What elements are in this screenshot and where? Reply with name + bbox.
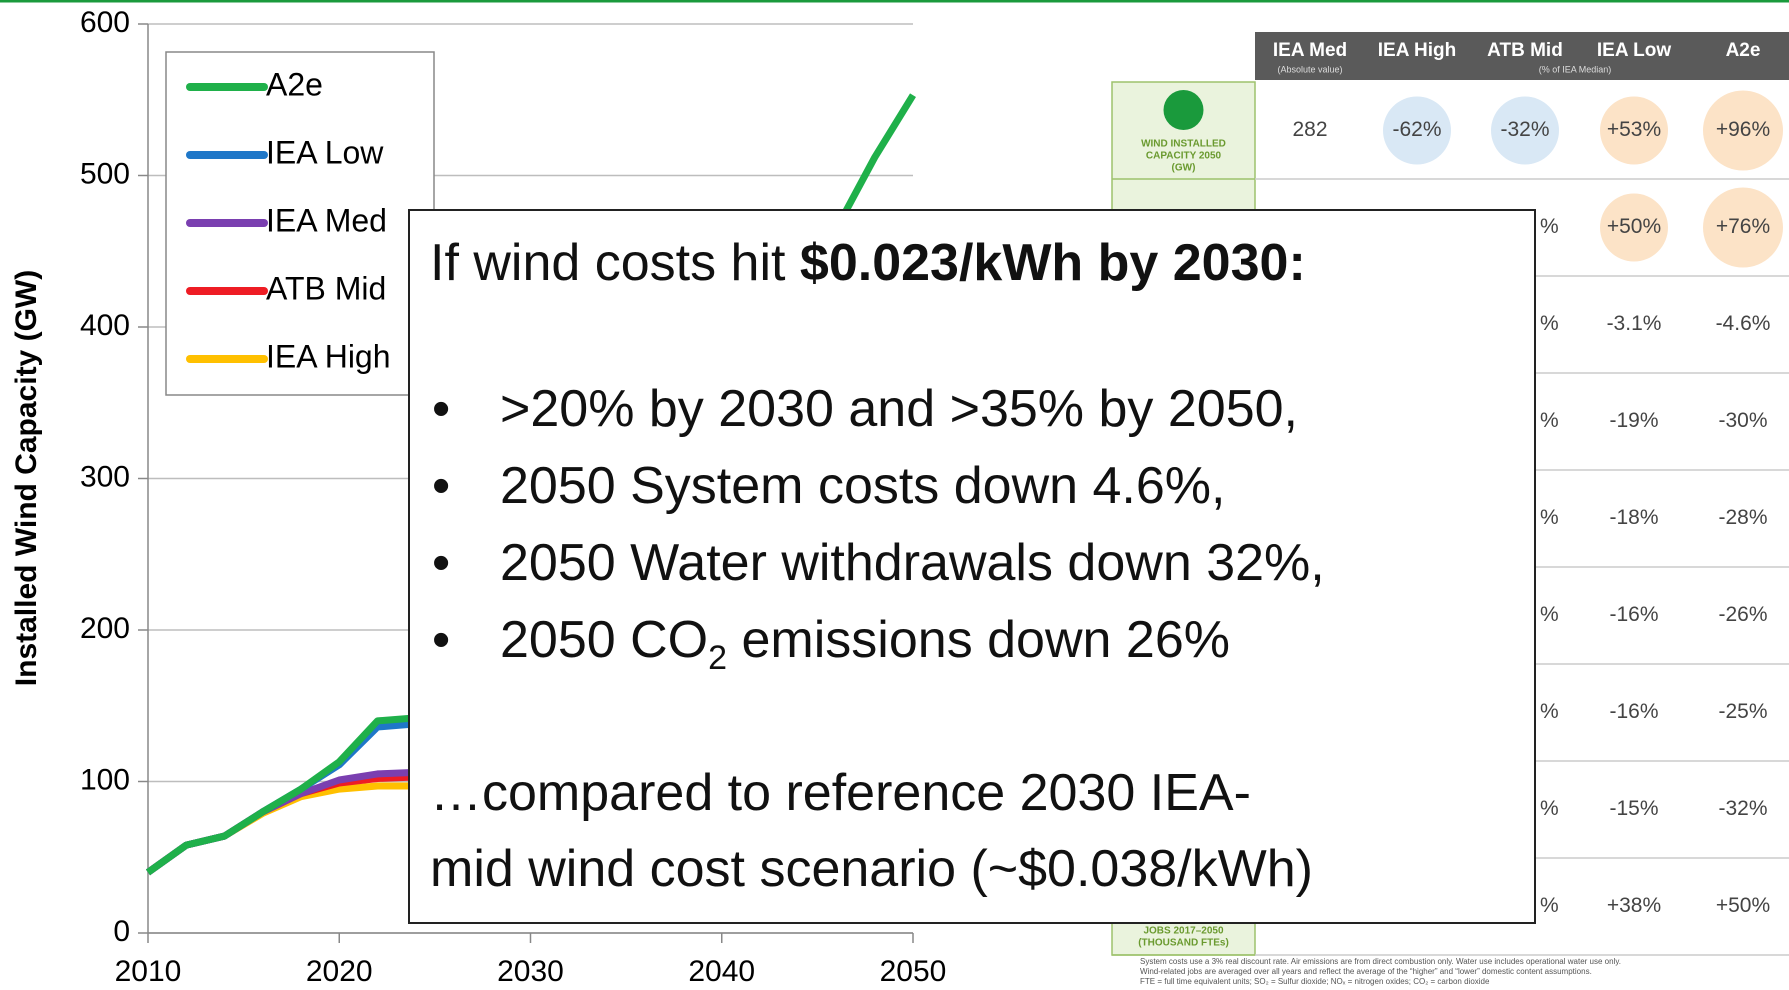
cell: -26%: [1718, 603, 1767, 626]
y-axis-label: Installed Wind Capacity (GW): [10, 270, 43, 686]
cell-bubble: [1600, 193, 1668, 262]
bullet-text: 2050 CO2 emissions down 26%: [500, 610, 1230, 678]
cell-bubble: [1383, 96, 1451, 165]
column-header: A2e: [1726, 40, 1761, 61]
cell: -30%: [1718, 409, 1767, 432]
y-tick-label: 400: [80, 309, 130, 342]
subheader: (Absolute value): [1277, 64, 1342, 74]
x-tick-label: 2050: [880, 955, 947, 988]
legend-label: IEA Med: [266, 202, 387, 238]
legend-label: ATB Mid: [266, 270, 386, 306]
callout: If wind costs hit $0.023/kWh by 2030: • …: [408, 209, 1536, 924]
cell: +53%: [1607, 118, 1661, 141]
column-header: ATB Mid: [1487, 40, 1563, 61]
bullet: •: [432, 380, 451, 438]
bullet-text: 2050 Water withdrawals down 32%,: [500, 534, 1325, 592]
cell: -16%: [1609, 603, 1658, 626]
row-label: JOBS 2017–2050: [1143, 926, 1224, 937]
y-tick-label: 600: [80, 6, 130, 39]
text: 2050 CO: [500, 611, 709, 669]
footer-line: …compared to reference 2030 IEA-: [430, 764, 1251, 822]
cell: -25%: [1718, 700, 1767, 723]
row-label: WIND INSTALLED: [1141, 139, 1226, 150]
legend-label: IEA Low: [266, 134, 384, 170]
cell: %: [1540, 409, 1559, 432]
cell: -3.1%: [1607, 312, 1662, 335]
callout-heading: If wind costs hit $0.023/kWh by 2030:: [430, 233, 1306, 293]
bullet: •: [432, 534, 451, 592]
cell: %: [1540, 797, 1559, 820]
cell: %: [1540, 700, 1559, 723]
cell: %: [1540, 312, 1559, 335]
footer-line: mid wind cost scenario (~$0.038/kWh): [430, 840, 1313, 898]
series-line: [145, 773, 416, 876]
cell: %: [1540, 603, 1559, 626]
x-tick-label: 2040: [688, 955, 755, 988]
cell: -32%: [1500, 118, 1549, 141]
row-icon: [1163, 90, 1204, 130]
cell: -62%: [1392, 118, 1441, 141]
cell: -19%: [1609, 409, 1658, 432]
legend-label: IEA High: [266, 338, 391, 374]
cell: -4.6%: [1716, 312, 1771, 335]
cell: %: [1540, 894, 1559, 917]
cell: +96%: [1716, 118, 1770, 141]
bullet-text: 2050 System costs down 4.6%,: [500, 457, 1226, 515]
heading-bold: $0.023/kWh by 2030:: [799, 234, 1306, 292]
cell: -28%: [1718, 506, 1767, 529]
text: emissions down 26%: [727, 611, 1230, 669]
x-tick-label: 2030: [497, 955, 564, 988]
cell: %: [1540, 506, 1559, 529]
footnote: Wind-related jobs are averaged over all …: [1140, 967, 1592, 976]
subheader: (% of IEA Median): [1539, 64, 1612, 74]
cell: +50%: [1607, 215, 1661, 238]
bullet: •: [432, 457, 451, 515]
bullet: •: [432, 611, 451, 669]
cell: +50%: [1716, 894, 1770, 917]
cell: +38%: [1607, 894, 1661, 917]
cell: +76%: [1716, 215, 1770, 238]
x-tick-label: 2020: [306, 955, 373, 988]
cell: %: [1540, 215, 1559, 238]
subscript: 2: [708, 639, 728, 677]
footnote: System costs use a 3% real discount rate…: [1140, 957, 1621, 966]
cell-bubble: [1703, 90, 1783, 171]
cell: 282: [1292, 118, 1327, 141]
y-tick-label: 0: [113, 915, 130, 948]
cell: -18%: [1609, 506, 1658, 529]
column-header: IEA Med: [1273, 40, 1347, 61]
cell-bubble: [1600, 96, 1668, 165]
row-label: (THOUSAND FTEs): [1138, 938, 1229, 949]
heading-text: If wind costs hit: [430, 234, 800, 292]
column-header: IEA Low: [1597, 40, 1671, 61]
cell: -32%: [1718, 797, 1767, 820]
column-header: IEA High: [1378, 40, 1456, 61]
row-label: (GW): [1172, 163, 1196, 174]
x-tick-label: 2010: [115, 955, 182, 988]
cell-bubble: [1703, 187, 1783, 268]
cell: -15%: [1609, 797, 1658, 820]
row-label: CAPACITY 2050: [1146, 151, 1222, 162]
bullet-text: >20% by 2030 and >35% by 2050,: [500, 380, 1298, 438]
cell: -16%: [1609, 700, 1658, 723]
y-tick-label: 200: [80, 612, 130, 645]
legend-label: A2e: [266, 66, 323, 102]
table-header-bg: [1255, 32, 1789, 80]
y-tick-label: 500: [80, 157, 130, 190]
y-tick-label: 300: [80, 460, 130, 493]
cell-bubble: [1491, 96, 1559, 165]
y-tick-label: 100: [80, 763, 130, 796]
footnote: FTE = full time equivalent units; SO₂ = …: [1140, 977, 1490, 986]
